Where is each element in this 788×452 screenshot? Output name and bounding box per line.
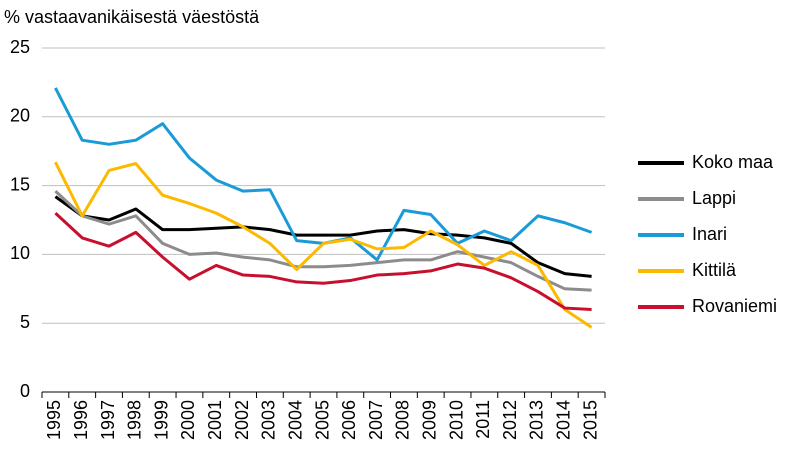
x-tick-label: 2014 xyxy=(554,400,574,440)
series-line xyxy=(54,195,592,278)
x-tick-label: 2010 xyxy=(446,400,466,440)
x-tick-label: 1999 xyxy=(151,400,171,440)
x-tick-label: 2004 xyxy=(285,400,305,440)
legend-label: Koko maa xyxy=(692,152,774,172)
x-tick-label: 2008 xyxy=(393,400,413,440)
x-tick-label: 2006 xyxy=(339,400,359,440)
x-tick-label: 1996 xyxy=(71,400,91,440)
x-tick-label: 2002 xyxy=(232,400,252,440)
y-tick-label: 0 xyxy=(20,381,30,401)
y-tick-label: 20 xyxy=(10,106,30,126)
x-tick-label: 2009 xyxy=(419,400,439,440)
legend-label: Kittilä xyxy=(692,260,737,280)
x-tick-label: 2013 xyxy=(527,400,547,440)
x-tick-label: 1998 xyxy=(125,400,145,440)
legend-label: Rovaniemi xyxy=(692,296,777,316)
x-tick-label: 2000 xyxy=(178,400,198,440)
y-tick-label: 5 xyxy=(20,312,30,332)
series-line xyxy=(54,161,593,329)
y-tick-label: 15 xyxy=(10,174,30,194)
y-tick-label: 10 xyxy=(10,243,30,263)
x-tick-label: 2003 xyxy=(259,400,279,440)
x-tick-label: 2015 xyxy=(580,400,600,440)
x-tick-label: 2012 xyxy=(500,400,520,440)
x-tick-label: 2001 xyxy=(205,400,225,440)
legend-label: Inari xyxy=(692,224,727,244)
y-axis-label: % vastaavanikäisestä väestöstä xyxy=(4,7,260,27)
series-line xyxy=(54,212,592,311)
x-tick-label: 1995 xyxy=(44,400,64,440)
series-line xyxy=(54,190,592,292)
legend-label: Lappi xyxy=(692,188,736,208)
y-tick-label: 25 xyxy=(10,37,30,57)
x-tick-label: 1997 xyxy=(98,400,118,440)
x-tick-label: 2011 xyxy=(473,400,493,439)
x-tick-label: 2005 xyxy=(312,400,332,440)
x-tick-label: 2007 xyxy=(366,400,386,440)
